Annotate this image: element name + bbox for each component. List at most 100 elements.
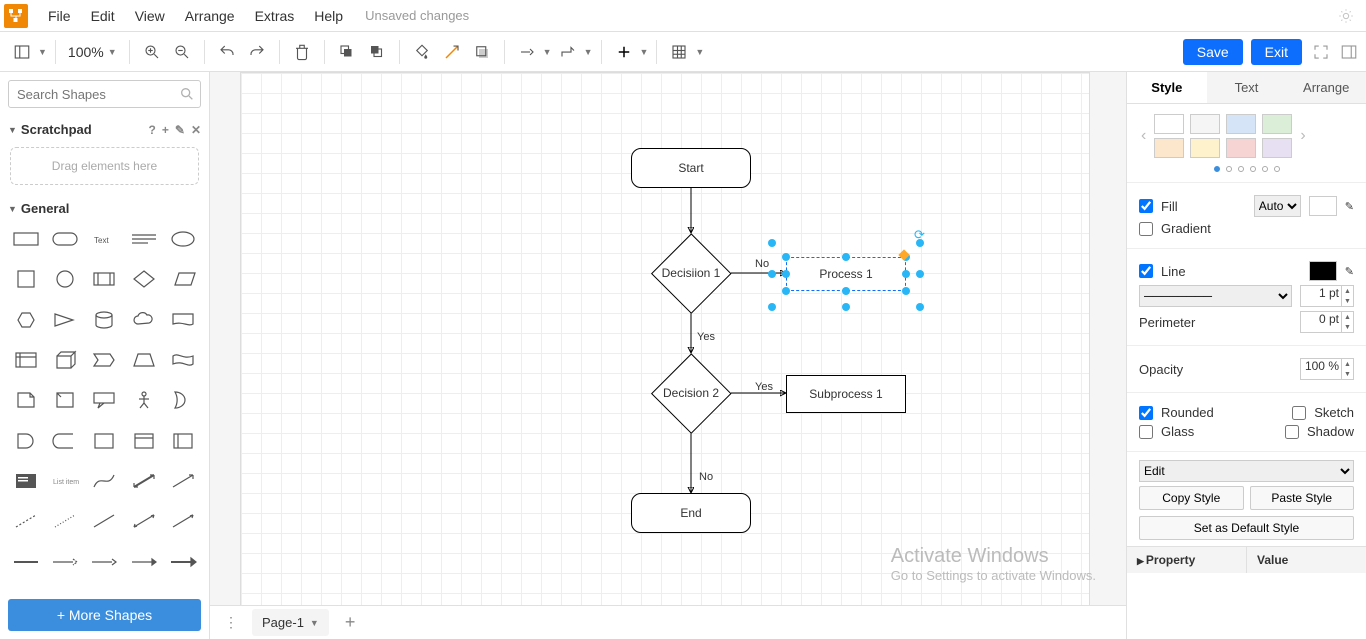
shape-link4[interactable] [126, 549, 161, 575]
swatch-next-icon[interactable]: › [1298, 127, 1307, 145]
shape-curve[interactable] [87, 468, 122, 494]
waypoint-button[interactable] [554, 38, 582, 66]
view-mode-button[interactable] [8, 38, 36, 66]
flow-node-d1[interactable]: Decisiion 1 [651, 233, 731, 313]
shape-line[interactable] [87, 508, 122, 534]
shadow-checkbox[interactable] [1285, 425, 1299, 439]
menu-file[interactable]: File [38, 4, 81, 28]
to-back-button[interactable] [363, 38, 391, 66]
app-logo[interactable] [4, 4, 28, 28]
menu-extras[interactable]: Extras [245, 4, 305, 28]
selection-handle[interactable] [916, 303, 924, 311]
shape-diamond[interactable] [126, 266, 161, 292]
shape-text[interactable]: Text [87, 226, 122, 252]
selection-handle[interactable] [768, 270, 776, 278]
shape-list[interactable] [8, 468, 43, 494]
flow-node-start[interactable]: Start [631, 148, 751, 188]
line-width-field[interactable]: 1 pt▲▼ [1300, 285, 1354, 307]
connection-button[interactable] [513, 38, 541, 66]
scratchpad-header[interactable]: ▼Scratchpad ?+✎✕ [0, 116, 209, 143]
selection-handle[interactable] [842, 253, 850, 261]
flow-node-p1[interactable]: Process 1 [786, 257, 906, 291]
general-header[interactable]: ▼General [0, 195, 209, 222]
fullscreen-icon[interactable] [1312, 43, 1330, 61]
fill-checkbox[interactable] [1139, 199, 1153, 213]
scratchpad-help-icon[interactable]: ? [149, 123, 156, 137]
selection-handle[interactable] [782, 270, 790, 278]
line-color-swatch[interactable] [1309, 261, 1337, 281]
perimeter-field[interactable]: 0 pt▲▼ [1300, 311, 1354, 333]
line-color-button[interactable] [438, 38, 466, 66]
shadow-button[interactable] [468, 38, 496, 66]
shape-card[interactable] [47, 387, 82, 413]
scratchpad-add-icon[interactable]: + [162, 123, 169, 137]
more-shapes-button[interactable]: + More Shapes [8, 599, 201, 631]
style-swatch[interactable] [1262, 138, 1292, 158]
fill-mode-select[interactable]: Auto [1254, 195, 1301, 217]
line-pencil-icon[interactable]: ✎ [1345, 265, 1354, 278]
selection-handle[interactable] [902, 270, 910, 278]
shape-bidir-thin[interactable] [126, 508, 161, 534]
shape-rect[interactable] [8, 226, 43, 252]
selection-handle[interactable] [842, 303, 850, 311]
shape-dashed[interactable] [8, 508, 43, 534]
shape-dotted[interactable] [47, 508, 82, 534]
page-tab-1[interactable]: Page-1▼ [252, 609, 329, 636]
scratchpad-dropzone[interactable]: Drag elements here [10, 147, 199, 185]
search-shapes-input[interactable] [8, 80, 201, 108]
menu-edit[interactable]: Edit [81, 4, 125, 28]
style-swatch[interactable] [1262, 114, 1292, 134]
shape-triangle[interactable] [47, 307, 82, 333]
selection-handle[interactable] [842, 287, 850, 295]
shape-link5[interactable] [166, 549, 201, 575]
add-page-button[interactable]: + [337, 612, 364, 633]
theme-icon[interactable] [1338, 8, 1354, 24]
flow-node-sp1[interactable]: Subprocess 1 [786, 375, 906, 413]
shape-data-store[interactable] [47, 428, 82, 454]
zoom-level[interactable]: 100%▼ [64, 44, 121, 60]
style-swatch[interactable] [1226, 114, 1256, 134]
shape-dir-arrow[interactable] [166, 508, 201, 534]
line-checkbox[interactable] [1139, 264, 1153, 278]
shape-process[interactable] [87, 266, 122, 292]
shape-cloud[interactable] [126, 307, 161, 333]
menu-help[interactable]: Help [304, 4, 353, 28]
shape-link3[interactable] [87, 549, 122, 575]
style-swatch[interactable] [1190, 114, 1220, 134]
shape-callout[interactable] [87, 387, 122, 413]
shape-actor[interactable] [126, 387, 161, 413]
shape-cylinder[interactable] [87, 307, 122, 333]
shape-textbox[interactable] [126, 226, 161, 252]
tab-arrange[interactable]: Arrange [1286, 72, 1366, 103]
glass-checkbox[interactable] [1139, 425, 1153, 439]
menu-arrange[interactable]: Arrange [175, 4, 245, 28]
selection-handle[interactable] [782, 253, 790, 261]
style-swatch[interactable] [1154, 114, 1184, 134]
canvas-page[interactable]: NoYesYesNoStartDecisiion 1Process 1⟳Deci… [240, 72, 1090, 605]
save-button[interactable]: Save [1183, 39, 1243, 65]
shape-ellipse[interactable] [166, 226, 201, 252]
shape-note[interactable] [8, 387, 43, 413]
opacity-field[interactable]: 100 %▲▼ [1300, 358, 1354, 380]
default-style-button[interactable]: Set as Default Style [1139, 516, 1354, 540]
page-menu-icon[interactable]: ⋮ [218, 614, 244, 631]
shape-frame[interactable] [126, 428, 161, 454]
table-button[interactable] [665, 38, 693, 66]
menu-view[interactable]: View [125, 4, 175, 28]
scratchpad-close-icon[interactable]: ✕ [191, 123, 201, 137]
delete-button[interactable] [288, 38, 316, 66]
shape-arrow-thin[interactable] [166, 468, 201, 494]
swatch-prev-icon[interactable]: ‹ [1139, 127, 1148, 145]
selection-handle[interactable] [916, 270, 924, 278]
exit-button[interactable]: Exit [1251, 39, 1302, 65]
shape-and[interactable] [8, 428, 43, 454]
shape-container[interactable] [87, 428, 122, 454]
zoom-in-button[interactable] [138, 38, 166, 66]
copy-style-button[interactable]: Copy Style [1139, 486, 1244, 510]
shape-step[interactable] [87, 347, 122, 373]
shape-parallelogram[interactable] [166, 266, 201, 292]
redo-button[interactable] [243, 38, 271, 66]
fill-color-button[interactable] [408, 38, 436, 66]
tab-style[interactable]: Style [1127, 72, 1207, 103]
shape-link2[interactable] [47, 549, 82, 575]
